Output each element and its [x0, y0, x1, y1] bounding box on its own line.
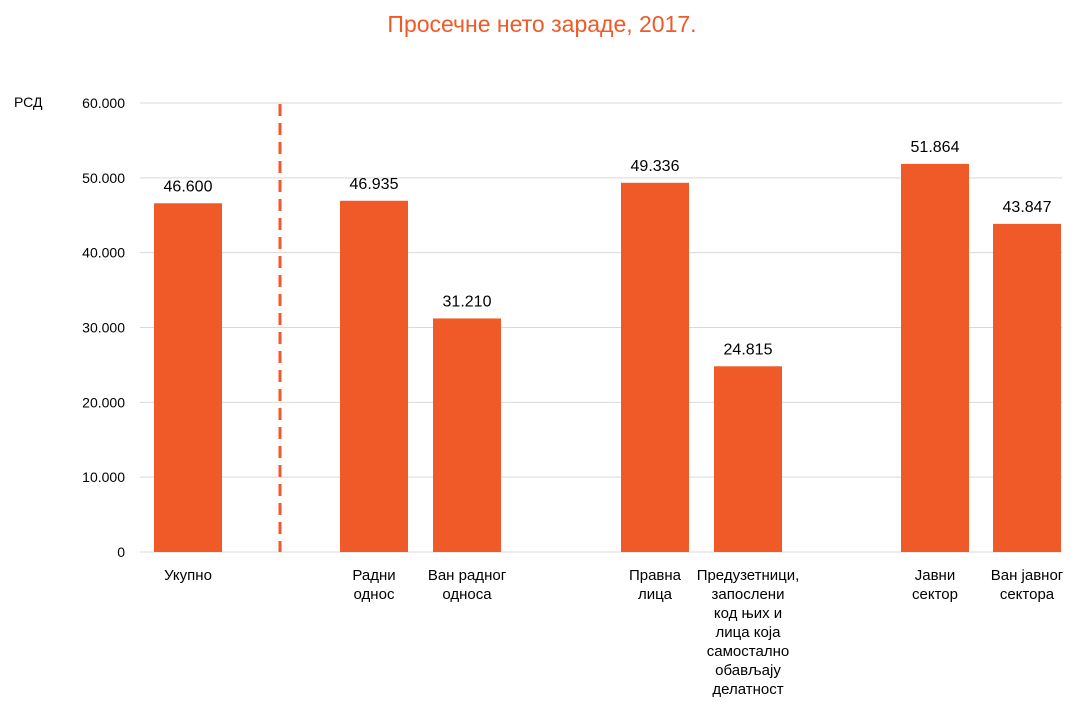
y-tick-label: 10.000 [82, 469, 125, 485]
data-labels: 46.600 46.935 31.210 49.336 24.815 51.864 43.8… [164, 139, 1052, 358]
y-tick-label: 40.000 [82, 245, 125, 261]
chart-title: Просечне нето зараде, 2017. [387, 11, 696, 37]
category-label: Правна [629, 567, 682, 584]
category-label: Предузетници, [697, 567, 800, 584]
category-label: односа [442, 586, 492, 603]
y-axis-unit-label: РСД [14, 94, 43, 110]
y-tick-label: 50.000 [82, 170, 125, 186]
category-label: код њих и [714, 605, 782, 622]
category-label: обављају [715, 662, 781, 679]
category-label: запослени [712, 586, 785, 603]
bar [340, 200, 408, 552]
category-label: Радни [352, 567, 395, 584]
gridlines [140, 102, 1062, 553]
data-label: 43.847 [1003, 199, 1052, 216]
category-label: однос [354, 586, 395, 603]
category-label: лица која [716, 624, 782, 641]
data-label: 31.210 [443, 293, 492, 310]
bar [433, 318, 501, 552]
category-label: Јавни [915, 567, 955, 584]
bar [993, 223, 1061, 552]
y-tick-label: 30.000 [82, 320, 125, 336]
category-label: самостално [707, 643, 789, 660]
y-tick-label: 20.000 [82, 394, 125, 410]
y-axis-ticks: 0 10.000 20.000 30.000 40.000 50.000 60.000 [82, 95, 125, 560]
category-label: сектора [1000, 586, 1055, 603]
y-tick-label: 60.000 [82, 95, 125, 111]
category-label: Ван јавног [991, 567, 1064, 584]
bar [621, 182, 689, 553]
y-tick-label: 0 [117, 544, 125, 560]
bar [154, 203, 222, 552]
data-label: 46.935 [350, 176, 399, 193]
category-label: Ван радног [428, 567, 507, 584]
bar [714, 366, 782, 552]
bars [154, 163, 1061, 553]
data-label: 51.864 [911, 139, 960, 156]
category-label: лица [638, 586, 673, 603]
bar [901, 163, 969, 552]
category-label: Укупно [164, 567, 212, 584]
category-label: сектор [912, 586, 958, 603]
data-label: 49.336 [631, 158, 680, 175]
x-axis-category-labels: Укупно Радни однос Ван радног односа Правна ли… [164, 567, 1064, 698]
data-label: 46.600 [164, 178, 213, 195]
data-label: 24.815 [724, 341, 773, 358]
category-label: делатност [712, 681, 783, 698]
